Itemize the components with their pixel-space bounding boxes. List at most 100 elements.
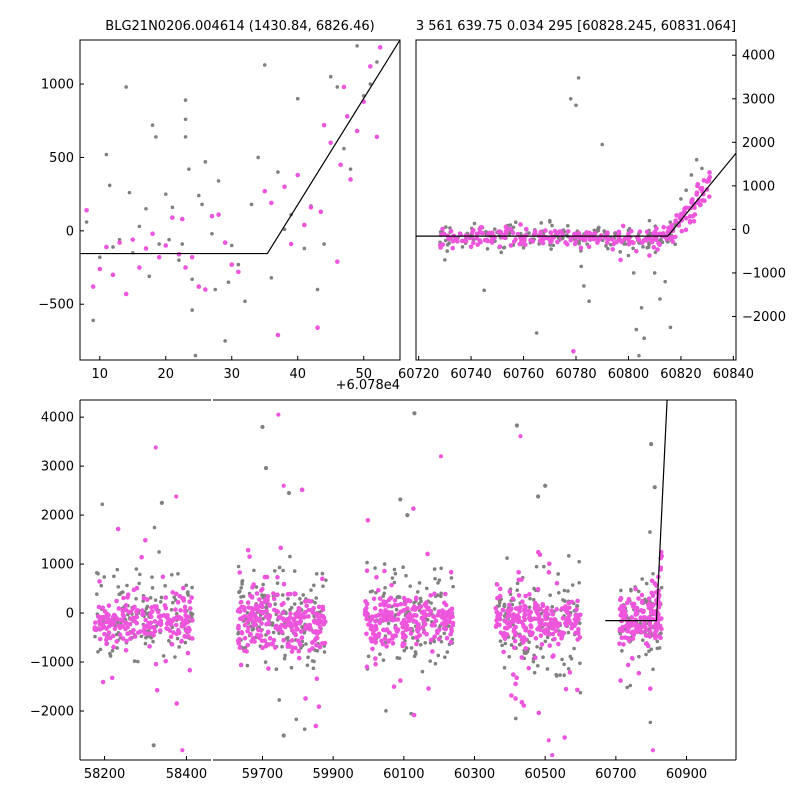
chart-3-gray-point <box>311 666 316 671</box>
chart-3-gray-point <box>314 596 319 600</box>
chart-3-pink-point <box>260 604 265 610</box>
chart-3-pink-point <box>259 638 265 644</box>
chart-3-gray-point <box>534 564 539 569</box>
chart-2-pink-point <box>489 240 495 245</box>
chart-3-pink-point <box>314 676 320 682</box>
chart-3-pink-point <box>127 621 133 627</box>
chart-2-pink-point <box>558 229 564 234</box>
chart-3-pink-point <box>275 574 280 580</box>
chart-3-pink-point <box>100 621 106 627</box>
chart-3-pink-point <box>504 632 510 637</box>
chart-1-pink-point <box>203 287 208 292</box>
chart-2-pink-point <box>597 236 603 242</box>
chart-3-plot: 58200 58400 59700 59900 60100 60300 60500 60700… <box>30 399 737 782</box>
chart-3-pink-point <box>97 636 103 642</box>
chart-3-gray-point <box>524 651 528 655</box>
chart-1-pink-point <box>318 209 324 215</box>
chart-3-gray-point <box>543 639 548 644</box>
chart-3-pink-point <box>388 615 394 621</box>
chart-1-points <box>80 40 400 358</box>
chart-2-pink-point <box>572 241 578 247</box>
chart-1-x-tick-label: 30 <box>223 367 240 382</box>
chart-3-pink-point <box>302 599 308 604</box>
chart-3-pink-point <box>310 640 315 645</box>
chart-3-pink-point <box>378 602 383 608</box>
chart-3-pink-point <box>245 642 251 648</box>
chart-2-gray-point <box>606 246 610 251</box>
chart-3-outlier-point <box>263 465 269 471</box>
chart-3-pink-point <box>246 625 251 630</box>
chart-3-gray-point <box>169 608 174 612</box>
chart-2-pink-point <box>471 240 476 246</box>
chart-3-pink-point <box>411 506 416 511</box>
chart-3-pink-point <box>316 618 322 624</box>
chart-3-gray-point <box>572 646 576 651</box>
chart-3-gray-point <box>439 591 443 596</box>
chart-1-gray-point <box>97 255 102 260</box>
chart-3-gray-point <box>275 581 280 586</box>
chart-3-gray-point <box>562 673 567 678</box>
chart-3-gray-point <box>115 646 119 650</box>
chart-3-gray-point <box>566 630 571 635</box>
chart-3-pink-point <box>174 614 180 620</box>
chart-3-gray-point <box>423 640 428 645</box>
chart-3-gray-point <box>420 669 425 674</box>
chart-3-pink-point <box>186 634 191 639</box>
chart-3-pink-point <box>554 620 559 625</box>
chart-3-pink-point <box>251 611 257 616</box>
chart-3-pink-point <box>289 627 295 633</box>
chart-1-pink-point <box>338 162 343 168</box>
chart-3-pink-point <box>180 585 186 591</box>
chart-3-gray-point <box>577 581 581 585</box>
chart-3-gray-point <box>274 667 279 671</box>
chart-3-gray-point <box>163 583 167 588</box>
chart-3-pink-point <box>497 611 503 617</box>
chart-3-gray-point <box>432 607 437 611</box>
chart-3-pink-point <box>408 631 414 636</box>
chart-2-gray-point <box>689 173 694 177</box>
chart-3-pink-point <box>179 638 184 644</box>
chart-3-pink-point <box>179 616 184 621</box>
chart-3-pink-point <box>103 637 109 643</box>
chart-3-gray-point <box>292 602 297 606</box>
chart-3-gray-point <box>277 565 282 570</box>
chart-3-x-tick-label: 60900 <box>666 767 707 782</box>
chart-2-pink-point <box>696 197 701 203</box>
chart-2-pink-point <box>459 238 465 244</box>
chart-3-pink-point <box>271 596 277 602</box>
chart-3-gray-point <box>436 581 440 585</box>
chart-3-pink-point <box>411 618 417 624</box>
chart-3-pink-point <box>514 675 520 681</box>
chart-3-pink-point <box>565 615 571 620</box>
chart-3-pink-point <box>378 608 384 614</box>
chart-2-pink-point <box>440 226 445 232</box>
chart-2-pink-point <box>578 245 584 251</box>
chart-3-pink-point <box>238 662 244 668</box>
chart-3-gray-point <box>648 530 652 534</box>
chart-1-pink-point <box>222 240 228 245</box>
chart-3-pink-point <box>237 645 243 651</box>
chart-1-gray-point <box>256 155 260 160</box>
chart-3-pink-point <box>629 615 634 620</box>
chart-3-gray-point <box>628 683 633 688</box>
chart-3-gray-point <box>158 600 163 604</box>
chart-3-pink-point <box>432 591 437 597</box>
chart-1-gray-point <box>190 277 194 282</box>
chart-3-pink-point <box>573 630 578 636</box>
chart-3-pink-point <box>131 587 137 593</box>
chart-1-gray-point <box>154 135 158 139</box>
chart-1-gray-point <box>104 152 109 157</box>
chart-3-gray-point <box>236 564 241 569</box>
chart-3-pink-point <box>154 687 160 693</box>
chart-3-pink-point <box>171 630 176 635</box>
chart-3-pink-point <box>576 616 581 622</box>
chart-2-gray-point <box>634 327 639 332</box>
chart-2-gray-point <box>679 197 683 201</box>
chart-2-pink-point <box>555 239 560 245</box>
chart-3-gray-point <box>112 574 116 579</box>
chart-3-pink-point <box>436 609 442 614</box>
chart-3-gray-point <box>283 653 287 658</box>
chart-3-pink-point <box>517 619 522 624</box>
chart-3-gray-point <box>428 659 433 663</box>
chart-3-pink-point <box>620 628 625 634</box>
